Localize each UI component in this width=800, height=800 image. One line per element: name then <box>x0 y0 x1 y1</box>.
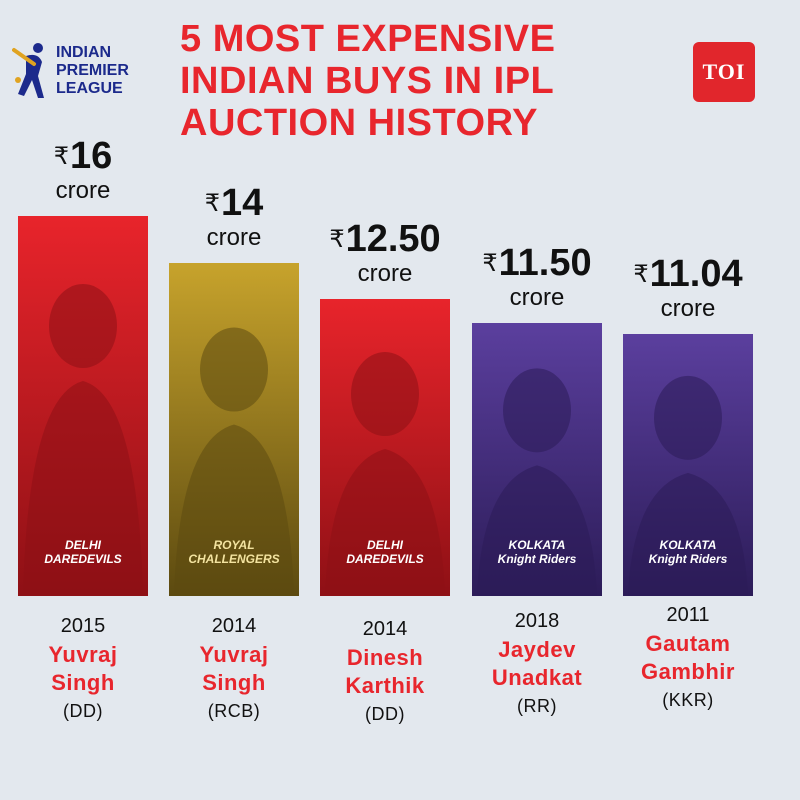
bar-column: ₹16 crore DELHI DAREDEVILS 2015 Yuvraj Singh (D… <box>18 0 148 800</box>
player-name: Yuvraj Singh <box>134 641 334 697</box>
value-number: 11.50 <box>498 242 592 284</box>
rupee-symbol: ₹ <box>204 190 220 217</box>
auction-year: 2015 <box>60 615 106 637</box>
team-logo-text: DELHI <box>65 538 101 552</box>
team-abbrev: (RCB) <box>207 701 261 721</box>
player-name: Jaydev Unadkat <box>437 636 637 692</box>
team-logo-text: KOLKATA <box>659 538 717 552</box>
player-name-line: Gautam <box>645 631 731 656</box>
bar-column: ₹11.50 crore KOLKATA Knight Riders 2018 Jayde… <box>472 0 602 800</box>
team-logo-text: Knight Riders <box>497 552 577 566</box>
auction-year: 2018 <box>514 610 560 632</box>
team-logo-badge: ROYAL CHALLENGERS <box>169 538 299 566</box>
unit-label: crore <box>206 224 262 251</box>
player-name: Gautam Gambhir <box>588 630 788 686</box>
team-logo-badge: KOLKATA Knight Riders <box>623 538 753 566</box>
player-name-line: Singh <box>202 670 266 695</box>
title-line: INDIAN BUYS IN IPL <box>180 60 555 102</box>
player-photo-placeholder <box>18 216 148 596</box>
bar: ROYAL CHALLENGERS <box>169 263 299 596</box>
bar-column: ₹11.04 crore KOLKATA Knight Riders 2011 Gauta… <box>623 0 753 800</box>
unit-label: crore <box>55 177 111 204</box>
player-photo-placeholder <box>169 263 299 596</box>
player-name-line: Gambhir <box>641 659 735 684</box>
ipl-logo-line: LEAGUE <box>56 80 123 97</box>
player-name: Yuvraj Singh <box>0 641 183 697</box>
title-line: 5 MOST EXPENSIVE <box>180 18 556 60</box>
ipl-logo-line: INDIAN <box>56 44 112 61</box>
auction-year: 2011 <box>666 604 710 626</box>
bar-column: ₹12.50 crore DELHI DAREDEVILS 2014 Dinesh Kart… <box>320 0 450 800</box>
unit-label: crore <box>660 295 716 322</box>
player-name-line: Karthik <box>345 673 425 698</box>
player-name: Dinesh Karthik <box>285 644 485 700</box>
team-logo-text: DAREDEVILS <box>44 552 122 566</box>
value-label: ₹12.50 <box>285 219 485 260</box>
team-logo-text: DELHI <box>367 538 403 552</box>
team-abbrev: (DD) <box>365 704 405 724</box>
title-line: AUCTION HISTORY <box>180 102 538 144</box>
player-photo-placeholder <box>623 334 753 596</box>
value-label: ₹16 <box>0 136 183 177</box>
bar: KOLKATA Knight Riders <box>623 334 753 596</box>
value-number: 16 <box>70 135 113 177</box>
rupee-symbol: ₹ <box>53 143 69 170</box>
auction-year: 2014 <box>362 618 408 640</box>
bar-column: ₹14 crore ROYAL CHALLENGERS 2014 Yuvraj Singh (… <box>169 0 299 800</box>
player-photo-placeholder <box>472 323 602 596</box>
rupee-symbol: ₹ <box>482 250 498 277</box>
rupee-symbol: ₹ <box>329 226 345 253</box>
player-name-line: Unadkat <box>491 665 583 690</box>
ipl-logo-line: PREMIER <box>56 62 129 79</box>
page-title: 5 MOST EXPENSIVE INDIAN BUYS IN IPL AUCT… <box>180 18 660 144</box>
unit-label: crore <box>509 284 565 311</box>
ipl-logo: INDIAN PREMIER LEAGUE <box>12 40 152 104</box>
batsman-icon <box>12 43 44 98</box>
value-number: 11.04 <box>649 253 743 295</box>
player-name-line: Singh <box>51 670 115 695</box>
player-name-line: Yuvraj <box>48 642 118 667</box>
team-logo-badge: DELHI DAREDEVILS <box>320 538 450 566</box>
auction-year: 2014 <box>211 615 257 637</box>
player-name-line: Yuvraj <box>199 642 269 667</box>
team-logo-text: ROYAL <box>213 538 255 552</box>
team-abbrev: (DD) <box>63 701 103 721</box>
value-label: ₹14 <box>134 183 334 224</box>
team-logo-text: CHALLENGERS <box>188 552 280 566</box>
player-name-line: Dinesh <box>346 645 424 670</box>
value-number: 12.50 <box>345 218 441 260</box>
player-photo-placeholder <box>320 299 450 596</box>
bar: KOLKATA Knight Riders <box>472 323 602 596</box>
team-logo-text: DAREDEVILS <box>346 552 424 566</box>
team-logo-text: Knight Riders <box>648 552 728 566</box>
team-logo-text: KOLKATA <box>508 538 566 552</box>
rupee-symbol: ₹ <box>633 261 649 288</box>
toi-logo: TOI <box>693 42 755 102</box>
value-label: ₹11.04 <box>588 254 788 295</box>
bar: DELHI DAREDEVILS <box>18 216 148 596</box>
player-name-line: Jaydev <box>498 637 576 662</box>
unit-label: crore <box>357 260 413 287</box>
value-label: ₹11.50 <box>437 243 637 284</box>
team-abbrev: (KKR) <box>662 690 714 710</box>
team-logo-badge: KOLKATA Knight Riders <box>472 538 602 566</box>
team-logo-badge: DELHI DAREDEVILS <box>18 538 148 566</box>
bar: DELHI DAREDEVILS <box>320 299 450 596</box>
value-number: 14 <box>221 182 264 224</box>
team-abbrev: (RR) <box>517 696 557 716</box>
